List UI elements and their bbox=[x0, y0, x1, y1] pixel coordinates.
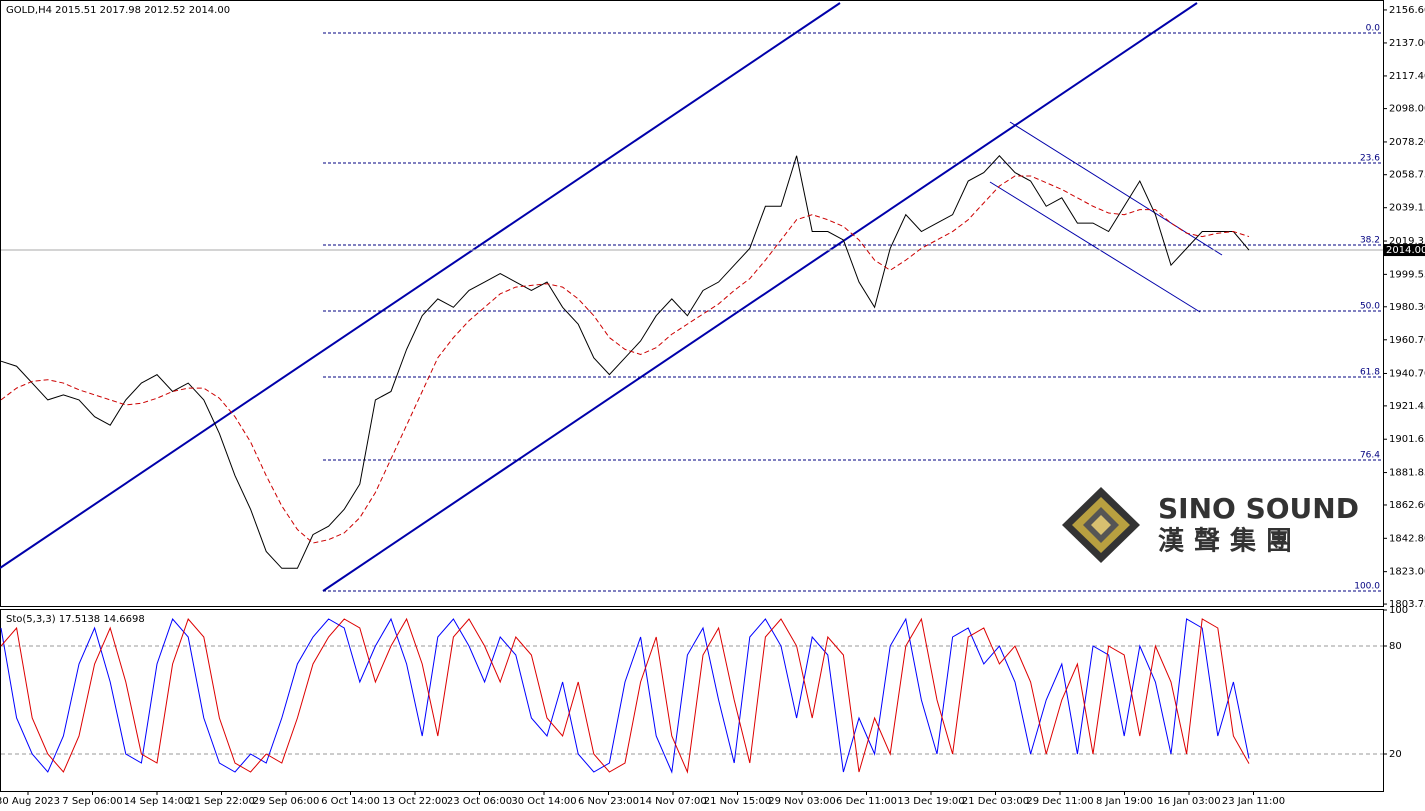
channel-lower bbox=[322, 2, 1198, 592]
y-tick-label: 1823.00 bbox=[1389, 567, 1425, 578]
logo-zh: 漢聲集團 bbox=[1158, 526, 1302, 557]
x-tick-label: 21 Dec 03:00 bbox=[962, 796, 1029, 807]
fib-label: 50.0 bbox=[1360, 301, 1380, 311]
series-line bbox=[0, 155, 1250, 569]
x-tick-label: 8 Jan 19:00 bbox=[1096, 796, 1153, 807]
x-tick-label: 29 Nov 03:00 bbox=[768, 796, 835, 807]
y-tick-label: 1960.70 bbox=[1389, 335, 1425, 346]
fib-label: 76.4 bbox=[1360, 451, 1380, 461]
y-tick-label: 2039.15 bbox=[1389, 203, 1425, 214]
down-channel-lower bbox=[989, 181, 1201, 313]
logo: SINO SOUND 漢聲集團 bbox=[1062, 487, 1359, 563]
y-tick-label: 20 bbox=[1389, 749, 1402, 760]
x-tick-label: 29 Sep 06:00 bbox=[253, 796, 320, 807]
x-tick-label: 30 Oct 14:00 bbox=[511, 796, 576, 807]
y-tick-label: 80 bbox=[1389, 641, 1402, 652]
series-line bbox=[0, 617, 1250, 774]
y-tick-label: 2058.75 bbox=[1389, 170, 1425, 181]
x-tick-label: 6 Dec 11:00 bbox=[836, 796, 897, 807]
fib-label: 61.8 bbox=[1360, 368, 1380, 378]
stoch-header: Sto(5,3,3) 17.5138 14.6698 bbox=[6, 614, 145, 625]
y-tick-label: 1803.75 bbox=[1389, 599, 1425, 610]
y-tick-label: 1862.60 bbox=[1389, 500, 1425, 511]
y-tick-label: 1940.70 bbox=[1389, 368, 1425, 379]
channel-upper bbox=[0, 2, 841, 569]
x-tick-label: 23 Jan 11:00 bbox=[1222, 796, 1285, 807]
series-line bbox=[0, 175, 1250, 544]
y-tick-label: 1921.45 bbox=[1389, 401, 1425, 412]
y-tick-label: 2156.60 bbox=[1389, 5, 1425, 16]
y-tick-label: 2117.40 bbox=[1389, 71, 1425, 82]
last-price-label: 2014.00 bbox=[1386, 245, 1425, 256]
y-tick-label: 2137.00 bbox=[1389, 38, 1425, 49]
fib-label: 100.0 bbox=[1354, 582, 1380, 592]
y-tick-label: 1842.80 bbox=[1389, 533, 1425, 544]
x-tick-label: 13 Dec 19:00 bbox=[897, 796, 964, 807]
x-tick-label: 7 Sep 06:00 bbox=[62, 796, 122, 807]
x-tick-label: 14 Nov 07:00 bbox=[639, 796, 706, 807]
x-tick-label: 16 Jan 03:00 bbox=[1157, 796, 1220, 807]
y-tick-label: 1980.30 bbox=[1389, 302, 1425, 313]
logo-en: SINO SOUND bbox=[1158, 492, 1359, 525]
y-tick-label: 2098.00 bbox=[1389, 104, 1425, 115]
y-tick-label: 2019.35 bbox=[1389, 236, 1425, 247]
x-tick-label: 13 Oct 22:00 bbox=[382, 796, 447, 807]
fib-label: 0.0 bbox=[1366, 24, 1381, 34]
y-tick-label: 2078.20 bbox=[1389, 137, 1425, 148]
fib-label: 23.6 bbox=[1360, 153, 1380, 163]
x-tick-label: 30 Aug 2023 bbox=[0, 796, 60, 807]
series-line bbox=[0, 617, 1250, 774]
x-tick-label: 21 Sep 22:00 bbox=[188, 796, 255, 807]
y-tick-label: 100 bbox=[1389, 605, 1408, 616]
main-header: GOLD,H4 2015.51 2017.98 2012.52 2014.00 bbox=[6, 5, 230, 16]
fib-label: 38.2 bbox=[1360, 235, 1380, 245]
stoch-panel bbox=[0, 609, 1384, 792]
y-tick-label: 1999.55 bbox=[1389, 269, 1425, 280]
last-price-box bbox=[1383, 244, 1425, 257]
x-tick-label: 21 Nov 15:00 bbox=[704, 796, 771, 807]
x-tick-label: 14 Sep 14:00 bbox=[124, 796, 191, 807]
x-tick-label: 29 Dec 11:00 bbox=[1026, 796, 1093, 807]
y-tick-label: 1901.65 bbox=[1389, 434, 1425, 445]
x-tick-label: 6 Oct 14:00 bbox=[321, 796, 380, 807]
x-tick-label: 6 Nov 23:00 bbox=[578, 796, 639, 807]
x-tick-label: 23 Oct 06:00 bbox=[447, 796, 512, 807]
y-tick-label: 1881.85 bbox=[1389, 468, 1425, 479]
